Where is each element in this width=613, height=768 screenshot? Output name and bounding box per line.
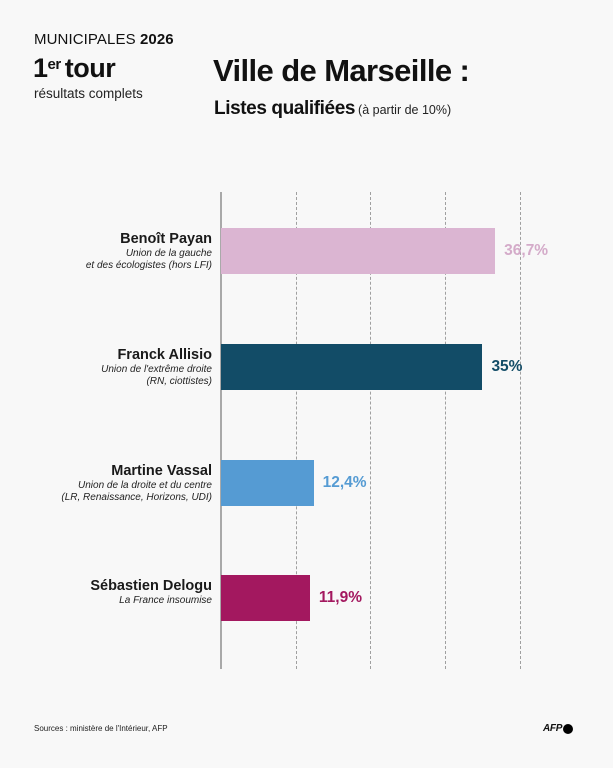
candidate-label: Sébastien Delogu La France insoumise	[2, 578, 212, 607]
candidate-party: Union de l'extrême droite	[101, 364, 212, 375]
candidate-name: Franck Allisio	[117, 347, 212, 363]
candidate-party: Union de la droite et du centre	[78, 480, 212, 491]
afp-logo: AFP	[543, 723, 574, 734]
candidate-party: et des écologistes (hors LFI)	[85, 260, 212, 271]
kicker-label: MUNICIPALES	[34, 31, 136, 48]
bar-value-label: 11,9%	[318, 589, 362, 606]
candidate-party: (LR, Renaissance, Horizons, UDI)	[61, 492, 212, 503]
gridline	[519, 192, 521, 669]
bar-value-label: 12,4%	[322, 474, 367, 491]
source-note: Sources : ministère de l'Intérieur, AFP	[34, 724, 168, 733]
gridline	[370, 192, 372, 669]
header-kicker: MUNICIPALES 2026	[34, 31, 174, 48]
chart-title: Ville de Marseille :	[213, 53, 470, 88]
candidate-name: Martine Vassal	[111, 463, 212, 479]
round-word: tour	[64, 53, 116, 83]
candidate-name: Benoît Payan	[120, 231, 212, 247]
afp-dot-icon	[563, 723, 574, 734]
round-suffix: er	[47, 56, 62, 73]
gridline	[295, 192, 297, 669]
gridline	[445, 192, 447, 669]
round-subtitle: résultats complets	[34, 86, 143, 101]
candidate-party: La France insoumise	[119, 595, 212, 606]
bar	[221, 575, 310, 621]
bar-value-label: 35%	[491, 358, 523, 375]
y-axis-line	[220, 192, 222, 669]
subtitle-note: (à partir de 10%)	[358, 103, 452, 117]
bar	[221, 228, 496, 274]
candidate-party: Union de la gauche	[125, 248, 212, 259]
candidate-party: (RN, ciottistes)	[146, 376, 212, 387]
bar	[221, 460, 314, 506]
kicker-year: 2026	[139, 31, 174, 48]
bar	[221, 344, 483, 390]
candidate-label: Franck Allisio Union de l'extrême droite(…	[2, 347, 212, 388]
candidate-label: Benoît Payan Union de la gauche et des éco…	[2, 231, 212, 272]
bar-value-label: 36,7%	[504, 242, 549, 259]
chart-subtitle: Listes qualifiées (à partir de 10%)	[214, 98, 451, 120]
afp-logo-text: AFP	[543, 723, 563, 734]
subtitle-main: Listes qualifiées	[214, 98, 356, 119]
candidate-name: Sébastien Delogu	[90, 578, 212, 594]
round-number: 1	[33, 53, 48, 83]
candidate-label: Martine Vassal Union de la droite et du c…	[2, 463, 212, 504]
round-title: 1er tour	[33, 53, 116, 83]
